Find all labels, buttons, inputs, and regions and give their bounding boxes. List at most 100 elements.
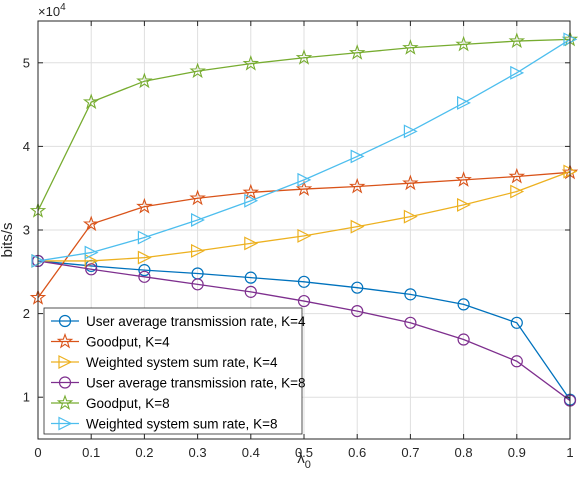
series-layer — [29, 30, 578, 407]
series-line — [37, 38, 571, 262]
data-point — [297, 172, 312, 187]
data-point — [56, 394, 74, 411]
series-line — [37, 260, 571, 402]
x-tick-label: 0.1 — [82, 445, 100, 460]
legend-label: Goodput, K=8 — [86, 396, 170, 411]
data-point — [191, 243, 205, 258]
legend-label: Weighted system sum rate, K=8 — [86, 417, 277, 432]
data-point — [457, 197, 471, 212]
data-point — [455, 171, 472, 187]
data-point — [84, 245, 99, 260]
data-point — [295, 49, 313, 65]
y-tick-label: 4 — [23, 139, 30, 154]
data-point — [350, 149, 365, 164]
data-point — [457, 333, 470, 346]
x-tick-label: 0.2 — [135, 445, 153, 460]
data-point — [510, 355, 523, 368]
legend-label: User average transmission rate, K=4 — [86, 314, 306, 329]
data-point — [82, 215, 100, 232]
x-tick-label: 0.9 — [508, 445, 526, 460]
data-point — [138, 264, 151, 277]
x-tick-label: 0.6 — [348, 445, 366, 460]
data-point — [351, 304, 364, 318]
y-tick-label: 2 — [23, 306, 30, 321]
data-point — [297, 228, 312, 243]
data-point — [348, 177, 366, 194]
data-point — [242, 54, 260, 71]
legend-entry: Goodput, K=8 — [51, 394, 170, 411]
data-point — [82, 93, 100, 110]
data-point — [138, 270, 151, 283]
data-point — [510, 65, 525, 80]
data-point — [297, 294, 311, 308]
data-point — [189, 62, 206, 79]
data-point — [402, 39, 419, 55]
x-axis-label-subscript: 0 — [305, 459, 311, 471]
data-point — [351, 281, 364, 294]
data-point — [510, 316, 523, 329]
data-point — [137, 250, 152, 265]
data-point — [508, 32, 526, 49]
data-point — [136, 72, 153, 89]
data-point — [58, 376, 72, 389]
legend-entry: Weighted system sum rate, K=4 — [51, 355, 278, 370]
x-tick-label: 1 — [566, 445, 573, 460]
y-tick-label: 3 — [23, 223, 30, 238]
legend-entry: User average transmission rate, K=4 — [51, 314, 306, 329]
x-axis-label: λ0 — [297, 450, 311, 471]
x-tick-label: 0.3 — [189, 445, 207, 460]
data-point — [457, 95, 471, 110]
x-tick-label: 0.8 — [455, 445, 473, 460]
legend-entry: User average transmission rate, K=8 — [51, 376, 305, 391]
x-tick-label: 0 — [34, 445, 41, 460]
legend-entry: Weighted system sum rate, K=8 — [51, 417, 277, 432]
series-line — [37, 38, 571, 212]
data-point — [137, 230, 152, 245]
x-tick-label: 0.4 — [242, 445, 260, 460]
series-line — [37, 171, 571, 299]
data-point — [457, 298, 470, 311]
legend-box — [43, 307, 303, 435]
y-tick-label: 1 — [23, 390, 30, 405]
data-point — [402, 174, 419, 191]
series-line — [38, 170, 571, 262]
data-point — [56, 332, 74, 349]
data-point — [191, 278, 204, 291]
y-exponent-label: ×104 — [38, 2, 66, 19]
legend-entry: Goodput, K=4 — [51, 332, 170, 350]
data-point — [297, 275, 311, 288]
data-point — [508, 167, 526, 184]
y-axis-label: bits/s — [0, 222, 16, 257]
legend: User average transmission rate, K=4 Goodp… — [43, 307, 306, 435]
data-point — [191, 212, 205, 227]
data-point — [189, 189, 206, 206]
data-point — [403, 124, 418, 139]
legend-label: Goodput, K=4 — [86, 335, 170, 350]
tick-labels: 0 0.1 0.2 0.3 0.4 0.5 0.6 0.7 0.8 0.9 1 1 2 3 4 5 — [23, 55, 574, 460]
data-point — [58, 416, 73, 431]
data-point — [350, 219, 365, 234]
legend-label: Weighted system sum rate, K=4 — [86, 355, 278, 370]
data-point — [348, 44, 366, 60]
ticks — [37, 21, 571, 439]
series-2 — [29, 163, 578, 305]
data-point — [403, 209, 418, 224]
data-point — [510, 184, 525, 199]
x-tick-label: 0.5 — [295, 445, 313, 460]
series-line — [37, 260, 571, 401]
legend-label: User average transmission rate, K=8 — [86, 376, 305, 391]
data-point — [404, 288, 417, 301]
data-point — [244, 285, 257, 298]
data-point — [136, 197, 153, 214]
data-point — [58, 355, 73, 369]
data-point — [244, 193, 259, 208]
data-point — [244, 271, 257, 284]
data-point — [85, 263, 98, 276]
y-tick-label: 5 — [23, 55, 30, 70]
x-tick-label: 0.7 — [401, 445, 419, 460]
x-axis-label-symbol: λ — [297, 450, 305, 467]
data-point — [242, 183, 260, 200]
data-point — [295, 180, 313, 197]
data-point — [455, 35, 472, 52]
